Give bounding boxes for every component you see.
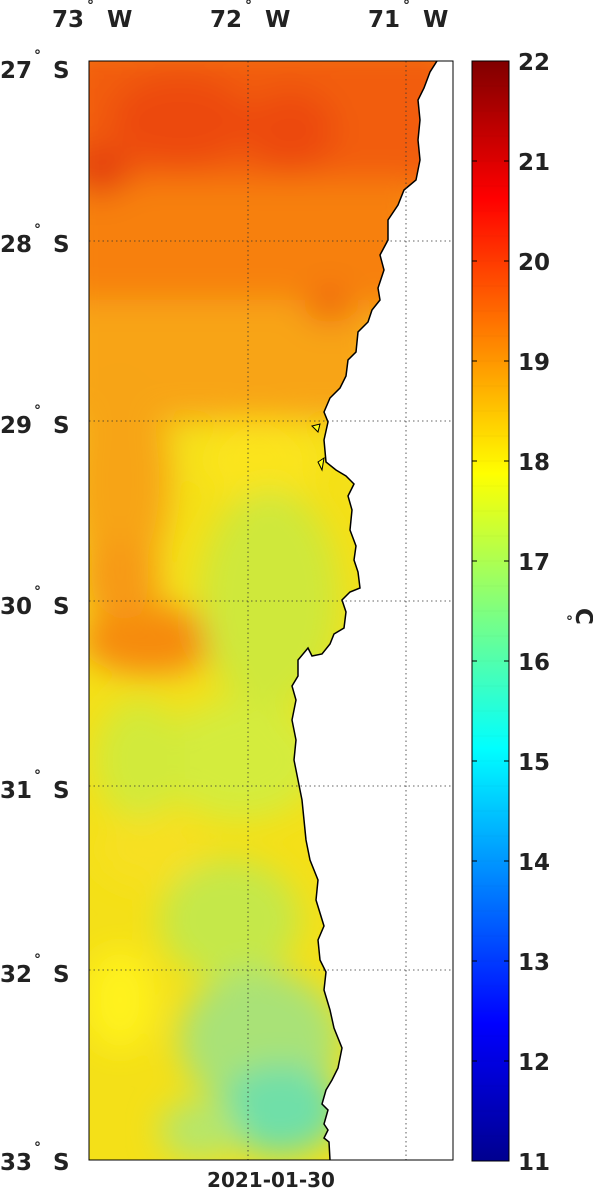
degree-symbol: ° [245, 0, 252, 14]
lat-label-deg: 31 [0, 778, 32, 804]
lon-label-hemi: W [265, 7, 290, 33]
colorbar-tick-label: 18 [518, 450, 550, 476]
land-mask [292, 61, 453, 1160]
colorbar: 22 21 20 19 18 17 16 15 14 13 12 11 ° C [471, 50, 593, 1176]
island [317, 456, 325, 472]
lon-label-hemi: W [423, 7, 448, 33]
longitude-labels: 73 ° W 72 ° W 71 ° W [52, 0, 448, 33]
degree-symbol: ° [34, 768, 41, 784]
colorbar-tick-label: 20 [518, 250, 550, 276]
colorbar-tick-label: 21 [518, 150, 550, 176]
colorbar-tick-label: 15 [518, 750, 550, 776]
unit-degree-symbol: ° [566, 614, 573, 630]
colorbar-gradient [471, 60, 510, 1162]
coastline [291, 61, 438, 1160]
colorbar-tick-labels: 22 21 20 19 18 17 16 15 14 13 12 11 [518, 50, 550, 1176]
temperature-field [89, 61, 453, 1160]
lat-label-deg: 29 [0, 413, 32, 439]
colorbar-bands [472, 60, 509, 1162]
island [311, 423, 321, 433]
colorbar-tick-label: 17 [518, 550, 550, 576]
lon-label-deg: 73 [52, 7, 84, 33]
degree-symbol: ° [34, 222, 41, 238]
colorbar-tick-label: 14 [518, 850, 550, 876]
graticule [89, 61, 453, 1160]
date-label: 2021-01-30 [207, 1168, 335, 1188]
map-frame [88, 60, 454, 1161]
degree-symbol: ° [34, 48, 41, 64]
colorbar-tick-label: 11 [518, 1150, 550, 1176]
colorbar-tick-label: 19 [518, 350, 550, 376]
lat-label-deg: 33 [0, 1150, 32, 1176]
degree-symbol: ° [34, 952, 41, 968]
lat-label-hemi: S [53, 962, 70, 988]
degree-symbol: ° [403, 0, 410, 14]
degree-symbol: ° [34, 584, 41, 600]
lat-label-hemi: S [53, 778, 70, 804]
colorbar-tick-label: 13 [518, 950, 550, 976]
lat-label-deg: 27 [0, 58, 32, 84]
lat-label-hemi: S [53, 58, 70, 84]
lat-label-deg: 28 [0, 232, 32, 258]
lat-label-deg: 30 [0, 594, 32, 620]
colorbar-ticks [472, 60, 509, 1162]
lat-label-hemi: S [53, 413, 70, 439]
latitude-labels: 27 ° S 28 ° S 29 ° S 30 ° S 31 ° S 32 ° … [0, 48, 70, 1176]
colorbar-tick-label: 22 [518, 50, 550, 76]
lon-label-deg: 71 [368, 7, 400, 33]
lat-label-deg: 32 [0, 962, 32, 988]
degree-symbol: ° [34, 403, 41, 419]
colorbar-tick-label: 16 [518, 650, 550, 676]
degree-symbol: ° [34, 1140, 41, 1156]
lon-label-deg: 72 [210, 7, 242, 33]
lat-label-hemi: S [53, 232, 70, 258]
degree-symbol: ° [87, 0, 94, 14]
lat-label-hemi: S [53, 594, 70, 620]
colorbar-tick-label: 12 [518, 1050, 550, 1076]
lat-label-hemi: S [53, 1150, 70, 1176]
lon-label-hemi: W [107, 7, 132, 33]
colorbar-unit-label: C [570, 608, 593, 625]
